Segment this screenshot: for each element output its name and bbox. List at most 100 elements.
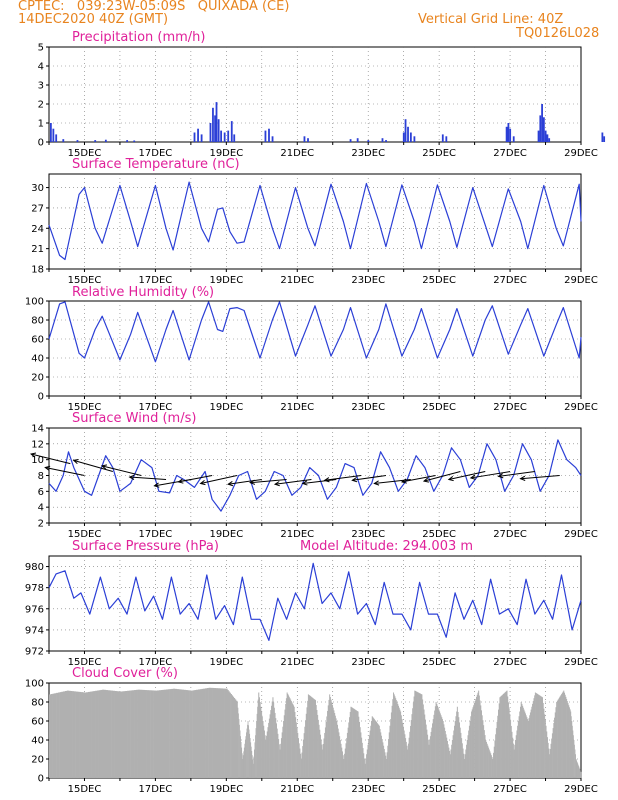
wind-xtick-label: 19DEC [209,529,243,540]
cloud-cover-xtick-label: 29DEC [564,784,598,795]
cloud-bar [337,728,339,778]
cloud-bar [469,721,471,778]
cloud-bar [303,733,305,778]
cloud-bar [251,750,253,778]
cloud-bar [274,712,276,778]
wind-arrowhead [447,476,454,482]
cloud-bar [308,694,310,778]
cloud-bar [458,722,461,778]
cloud-bar [312,698,314,778]
temperature-ytick-label: 21 [31,244,44,255]
cloud-bar [298,743,300,778]
cloud-bar [236,702,238,778]
cloud-bar [72,691,75,778]
cloud-bar [291,702,293,778]
cloud-bar [280,743,282,778]
precip-bar [200,134,203,142]
cloud-bar [380,735,382,778]
cloud-bar [283,721,285,778]
cloud-bar [119,691,123,778]
chart-header: CPTEC: 039:23W-05:09S QUIXADA (CE) 14DEC… [0,0,618,46]
cloud-bar [480,705,482,778]
cloud-bar [471,711,473,778]
cloud-bar [334,715,336,778]
precipitation-xtick-label: 25DEC [422,148,456,159]
cloud-bar [376,722,378,778]
cloud-bar [412,708,414,778]
cloud-bar [530,709,532,778]
cloud-bar [266,731,268,778]
cloud-bar [507,696,509,778]
cloud-bar [566,698,568,778]
wind-arrowhead [400,478,407,484]
cloud-bar [556,700,558,778]
cloud-bar [486,743,488,778]
precip-bar [76,140,79,142]
humidity-xtick-label: 25DEC [422,402,456,413]
cloud-bar [238,719,240,778]
cloud-bar [518,716,520,778]
precip-bar [603,136,606,142]
cloud-bar [576,761,578,778]
cloud-bar [351,707,353,778]
cloud-bar [317,719,319,778]
cloud-bar [114,690,117,778]
cloud-bar [411,714,413,778]
cloud-bar [499,697,501,778]
cloud-bar [226,688,228,778]
precip-bar [509,128,512,142]
cloud-bar [237,707,239,778]
cloud-bar [361,737,363,778]
cloud-bar [408,737,410,778]
cloud-bar [233,698,236,778]
cloud-bar [345,743,347,778]
cloud-bar [579,770,581,778]
wind-arrowhead [29,452,37,458]
cloud-bar [367,744,369,778]
cloud-bar [391,705,393,778]
wind-arrowhead [497,473,504,479]
cloud-bar [429,736,431,778]
cloud-bar [52,693,55,778]
cloud-bar [56,692,59,778]
cloud-bar [290,701,292,778]
cloud-bar [344,753,346,778]
wind-xtick-label: 29DEC [564,529,598,540]
cloud-bar [480,710,482,778]
cloud-bar [471,709,473,778]
cloud-bar [453,730,455,778]
cloud-bar [390,712,392,778]
cloud-bar [271,705,273,778]
cloud-bar [428,744,430,778]
cloud-bar [397,703,399,778]
precip-bar [268,128,270,142]
humidity-ytick-label: 0 [38,392,44,403]
precipitation-ytick-label: 1 [38,119,44,130]
cloud-bar [244,743,246,778]
cloud-bar [210,687,213,778]
cloud-bar [490,753,492,778]
precip-bar [349,139,352,142]
humidity-line [48,301,582,363]
cloud-bar [139,689,142,778]
cloud-bar [295,717,297,778]
cloud-bar [259,702,261,778]
cloud-bar [578,767,580,778]
wind-ytick-label: 12 [31,439,44,450]
wind-arrow [401,475,436,483]
cloud-bar [329,694,331,778]
cloud-bar [371,721,373,778]
cloud-bar [319,729,321,778]
cloud-bar [559,697,561,778]
pressure-xtick-label: 27DEC [493,657,527,668]
cloud-bar [268,722,270,778]
cloud-bar [158,690,162,778]
precip-bar [271,136,274,142]
cloud-bar [481,715,483,778]
cloud-bar [322,743,324,778]
cloud-bar [526,717,528,778]
wind-arrowhead [249,479,256,485]
cloud-bar [420,694,422,778]
precipitation-ytick-label: 0 [38,138,44,149]
model-code: TQ0126L028 [516,26,600,41]
